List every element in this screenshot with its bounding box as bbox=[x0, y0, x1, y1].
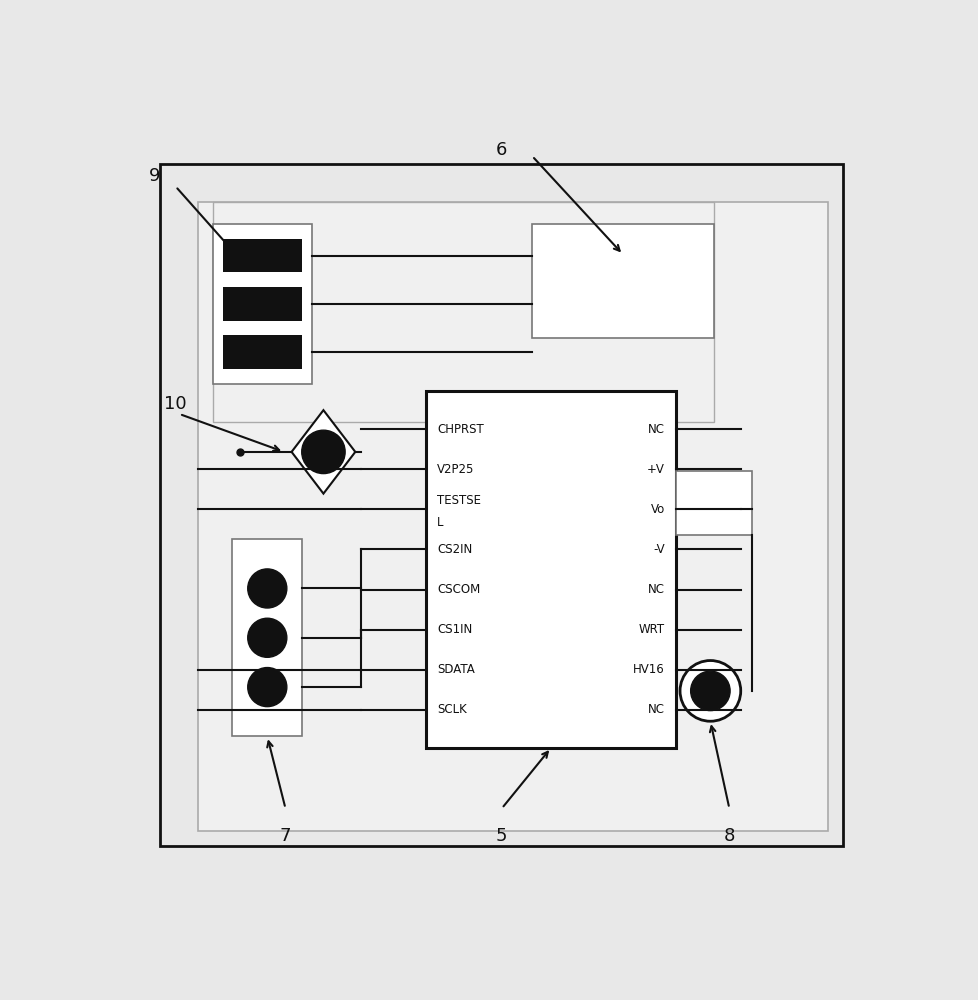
Text: 8: 8 bbox=[723, 827, 734, 845]
Bar bbox=[676, 471, 751, 535]
Text: NC: NC bbox=[647, 583, 664, 596]
Circle shape bbox=[689, 671, 730, 711]
Text: 5: 5 bbox=[496, 827, 507, 845]
Bar bbox=[232, 539, 302, 736]
Text: 6: 6 bbox=[496, 141, 507, 159]
Text: 9: 9 bbox=[149, 167, 160, 185]
Circle shape bbox=[247, 569, 287, 608]
Text: CS2IN: CS2IN bbox=[437, 543, 472, 556]
Bar bbox=[198, 202, 827, 831]
Text: TESTSE: TESTSE bbox=[437, 494, 481, 507]
Text: HV16: HV16 bbox=[633, 663, 664, 676]
Text: 7: 7 bbox=[280, 827, 290, 845]
Text: L: L bbox=[437, 516, 443, 529]
Bar bbox=[425, 391, 676, 748]
Text: WRT: WRT bbox=[638, 623, 664, 636]
Text: SCLK: SCLK bbox=[437, 703, 467, 716]
Bar bbox=[223, 335, 302, 369]
Bar bbox=[223, 287, 302, 321]
Text: Vo: Vo bbox=[650, 503, 664, 516]
Text: 10: 10 bbox=[164, 395, 187, 413]
Circle shape bbox=[247, 668, 287, 707]
Text: CSCOM: CSCOM bbox=[437, 583, 480, 596]
Bar bbox=[223, 239, 302, 272]
Circle shape bbox=[247, 618, 287, 657]
Text: +V: +V bbox=[646, 463, 664, 476]
Text: NC: NC bbox=[647, 703, 664, 716]
Circle shape bbox=[301, 430, 345, 474]
Bar bbox=[213, 224, 312, 384]
Text: CS1IN: CS1IN bbox=[437, 623, 472, 636]
Text: -V: -V bbox=[652, 543, 664, 556]
Circle shape bbox=[680, 661, 740, 721]
Text: NC: NC bbox=[647, 423, 664, 436]
Polygon shape bbox=[291, 410, 355, 494]
Text: SDATA: SDATA bbox=[437, 663, 474, 676]
Text: V2P25: V2P25 bbox=[437, 463, 474, 476]
Bar bbox=[213, 202, 713, 422]
Text: CHPRST: CHPRST bbox=[437, 423, 483, 436]
Bar bbox=[532, 224, 713, 338]
